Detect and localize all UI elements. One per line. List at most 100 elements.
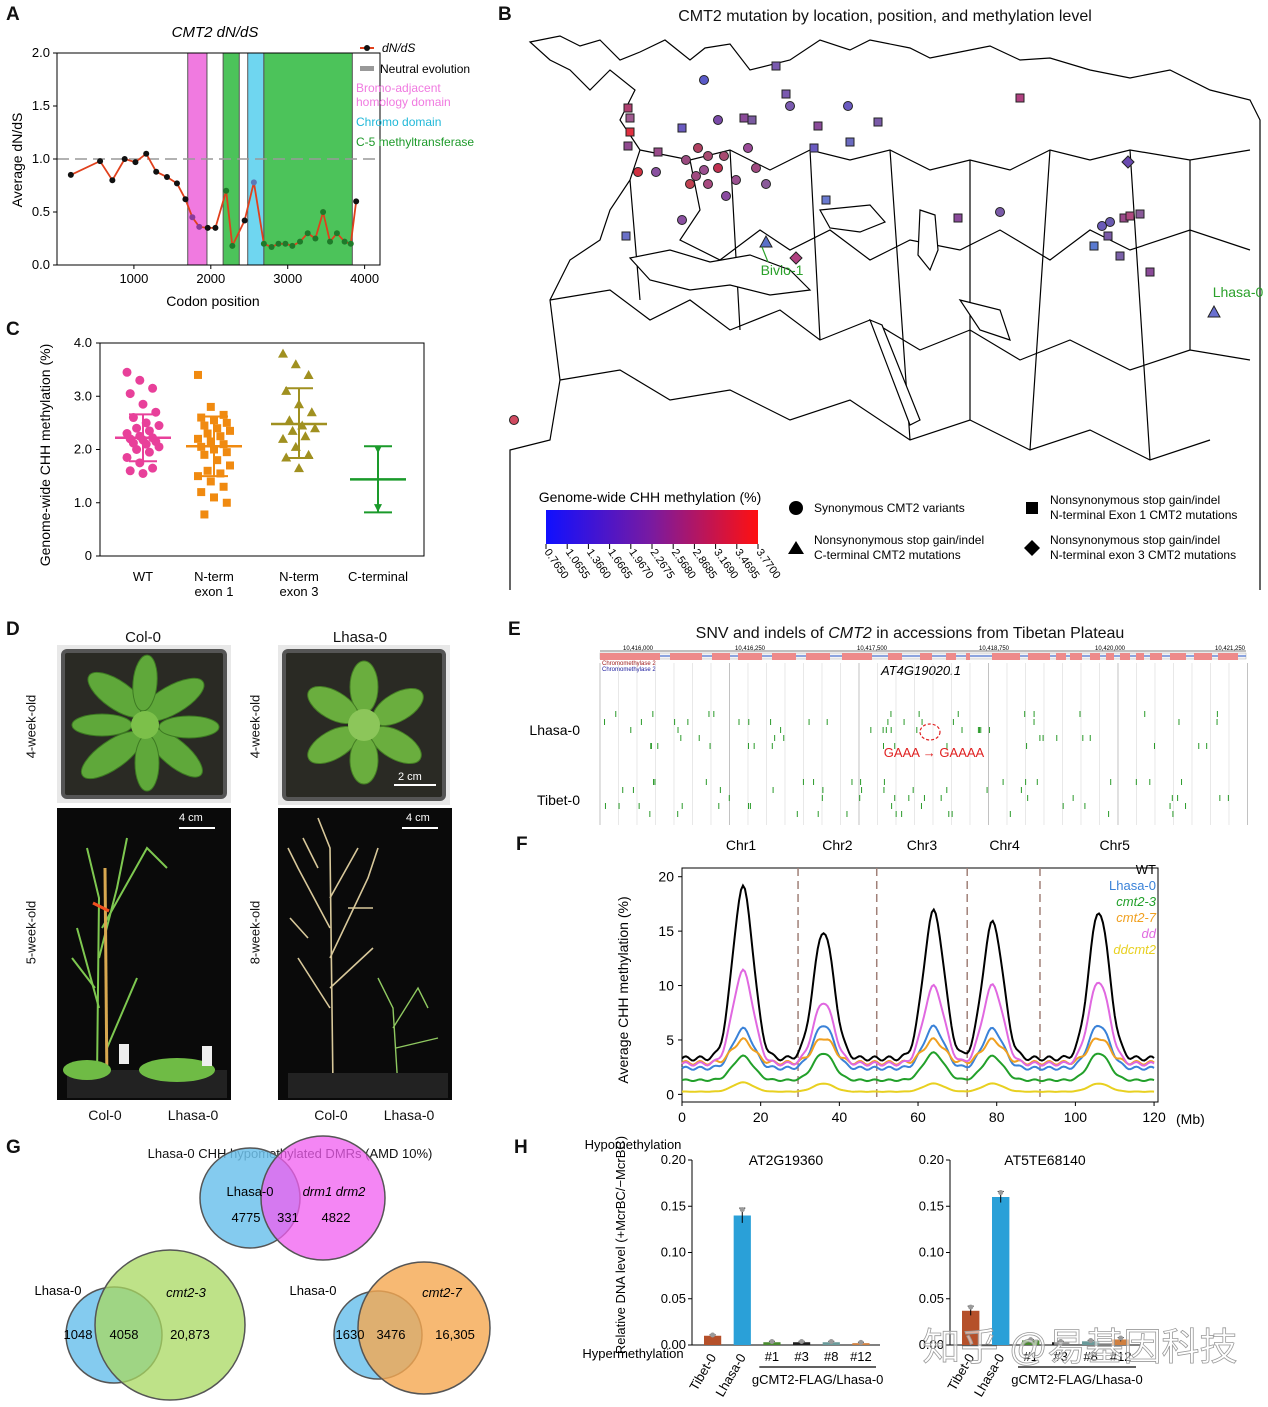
category-label: N-term [194,569,234,584]
colorbar-title: Genome-wide CHH methylation (%) [539,489,762,505]
replicate-point [769,1338,775,1344]
map-marker-circle [713,163,723,173]
bar [992,1197,1010,1345]
wt-point [122,452,132,462]
exon [920,653,932,660]
exon [1120,653,1130,660]
y-tick-label: 3.0 [74,388,92,403]
map-marker-triangle [1207,304,1221,318]
exon3-point [306,407,317,417]
wt-point [132,445,142,454]
x-tick-label: 120 [1142,1109,1166,1125]
dnds-point [143,150,150,157]
y-tick-label: 2.0 [32,45,50,60]
y-tick-label: 2.0 [74,442,92,457]
indel-highlight [919,723,941,741]
exon3-point [300,431,311,441]
wt-point [125,466,135,476]
venn-label-a: Lhasa-0 [35,1283,82,1298]
chromosome-label: Chr5 [1100,837,1131,853]
dnds-point [327,238,334,245]
panel-g: G Lhasa-0 CHH hypomethylated DMRs (AMD 1… [0,1135,500,1402]
dnds-point [260,240,267,247]
dnds-point [250,179,257,186]
methylation-series-Lhasa-0 [681,1024,1155,1071]
dnds-point [173,180,180,187]
wt-point [125,389,135,399]
wt-point [138,468,148,478]
exon [966,653,970,660]
map-marker-circle [703,179,713,189]
panel-label-a: A [6,4,20,25]
dnds-point [304,230,311,237]
exon1-point [200,510,209,519]
map-title: CMT2 mutation by location, position, and… [678,8,1092,25]
scalebar-label: 4 cm [179,812,203,824]
x-tick-label: 2000 [196,271,225,286]
map-marker-square [653,147,663,157]
exon [806,653,830,660]
bar-category-label: #8 [1083,1349,1097,1364]
dnds-ylabel: Average dN/dS [9,113,25,208]
wt-point [132,423,142,433]
y-tick-label: 0.00 [661,1337,686,1352]
y-tick-label: 0.0 [32,257,50,272]
venn-label-a: Lhasa-0 [227,1184,274,1199]
map-marker-circle [731,175,741,185]
bar [733,1215,751,1345]
venn-count: 4775 [232,1210,261,1225]
age-label: 4-week-old [23,694,39,759]
wt-point [154,421,164,431]
exon3-point [303,369,314,379]
panel-label-d: D [6,619,20,640]
legend-item: C-5 methyltransferase [356,135,474,149]
map-marker-circle [509,415,519,425]
venn-label-a: Lhasa-0 [290,1283,337,1298]
y-tick-label: 15 [658,923,674,939]
map-marker-circle [995,207,1005,217]
map-marker-square [1089,241,1099,251]
y-tick-label: 20 [658,869,674,885]
y-tick-label: 0.5 [32,204,50,219]
dnds-line [70,152,358,250]
dnds-point [196,223,203,230]
y-tick-label: 1.5 [32,98,50,113]
map-marker-square [747,115,757,125]
lhasa-label: Lhasa-0 [1213,284,1264,300]
exon [738,653,762,660]
bottom-label: Lhasa-0 [383,1107,435,1123]
venn-circle-cmt2-7 [357,1261,491,1395]
y-tick-label: 1.0 [74,495,92,510]
methylation-series-ddcmt2 [681,1081,1155,1093]
replicate-point [710,1332,716,1338]
methylation-profile: Average CHH methylation (%) 0 5 10 15 20 0 20 4… [615,837,1205,1127]
dnds-point [204,224,211,231]
exon1-point [194,434,202,443]
y-tick-label: 0.15 [661,1198,686,1213]
exon1-point [197,488,206,497]
age-label: 5-week-old [23,900,39,965]
exon [1194,653,1212,660]
map-marker-square [813,121,823,131]
exon1-point [222,448,231,457]
venn-circle-cmt2-3 [94,1249,246,1401]
bottom-label: Col-0 [314,1107,348,1123]
map-marker-square [623,103,633,113]
y-tick-label: 0.15 [919,1198,944,1213]
map-marker-circle [681,155,691,165]
bar [1082,1341,1100,1345]
plot-frame [681,867,1159,1103]
exon1-point [219,440,228,449]
panel-h: H Hypomethylation Hypermethylation Relat… [500,1135,1268,1402]
exon1-point [200,421,209,430]
map-marker-circle [699,75,709,85]
x-tick-label: 60 [910,1109,926,1125]
panel-d: D Col-0 Lhasa-0 4-week-old [0,615,500,1135]
exon [842,653,872,660]
bottom-label: Col-0 [88,1107,122,1123]
dnds-point [121,156,128,162]
replicate-point [1028,1337,1034,1343]
venn-circle-drm [260,1135,386,1261]
map-marker-square [809,143,819,153]
venn-count: 16,305 [435,1327,475,1342]
